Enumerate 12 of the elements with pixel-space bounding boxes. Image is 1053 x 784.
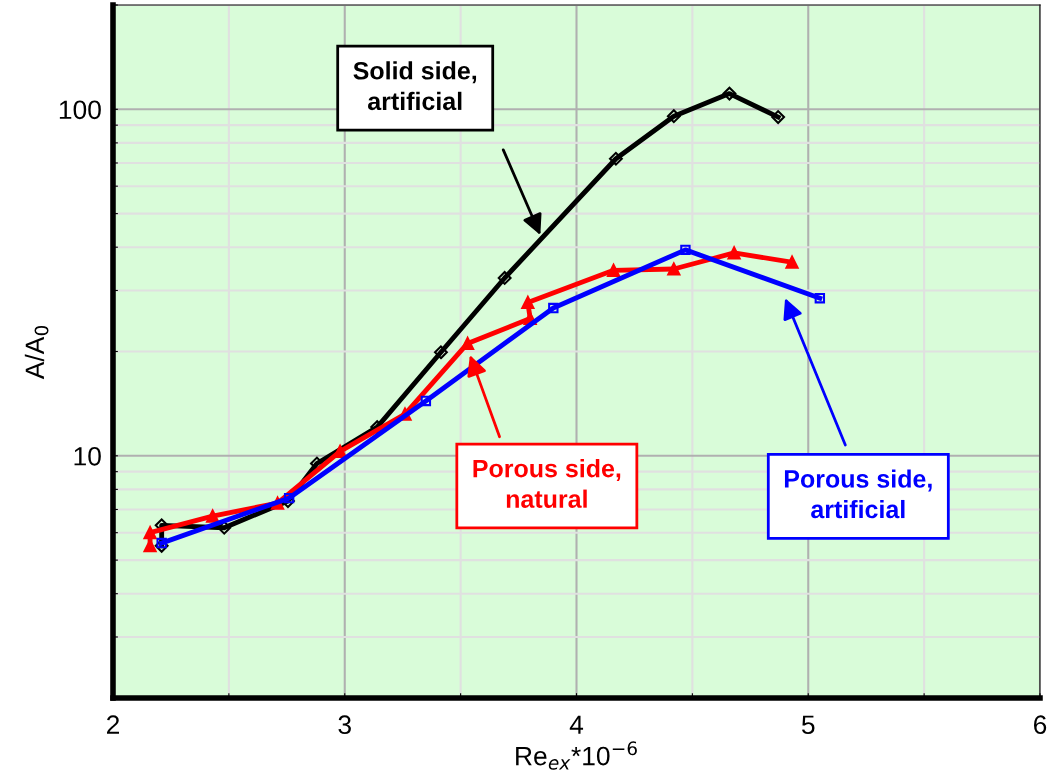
- annotation: Porous side, natural: [473, 459, 621, 508]
- annotation: Solid side, artificial: [353, 61, 477, 111]
- x-tick-label: 5: [801, 715, 815, 735]
- y-tick-label: 100: [59, 100, 101, 120]
- y-tick-label: 10: [74, 446, 101, 466]
- x-tick-label: 3: [338, 715, 351, 735]
- y-axis-title: A/A$_{0}$: [24, 325, 49, 380]
- x-tick-label: 6: [1034, 715, 1047, 735]
- x-tick-label: 2: [106, 715, 120, 734]
- annotation: Porous side, artificial: [784, 469, 932, 519]
- x-axis-title: Re$_{ex}$*10$^{−6}$: [516, 741, 637, 770]
- x-tick-label: 4: [569, 715, 584, 734]
